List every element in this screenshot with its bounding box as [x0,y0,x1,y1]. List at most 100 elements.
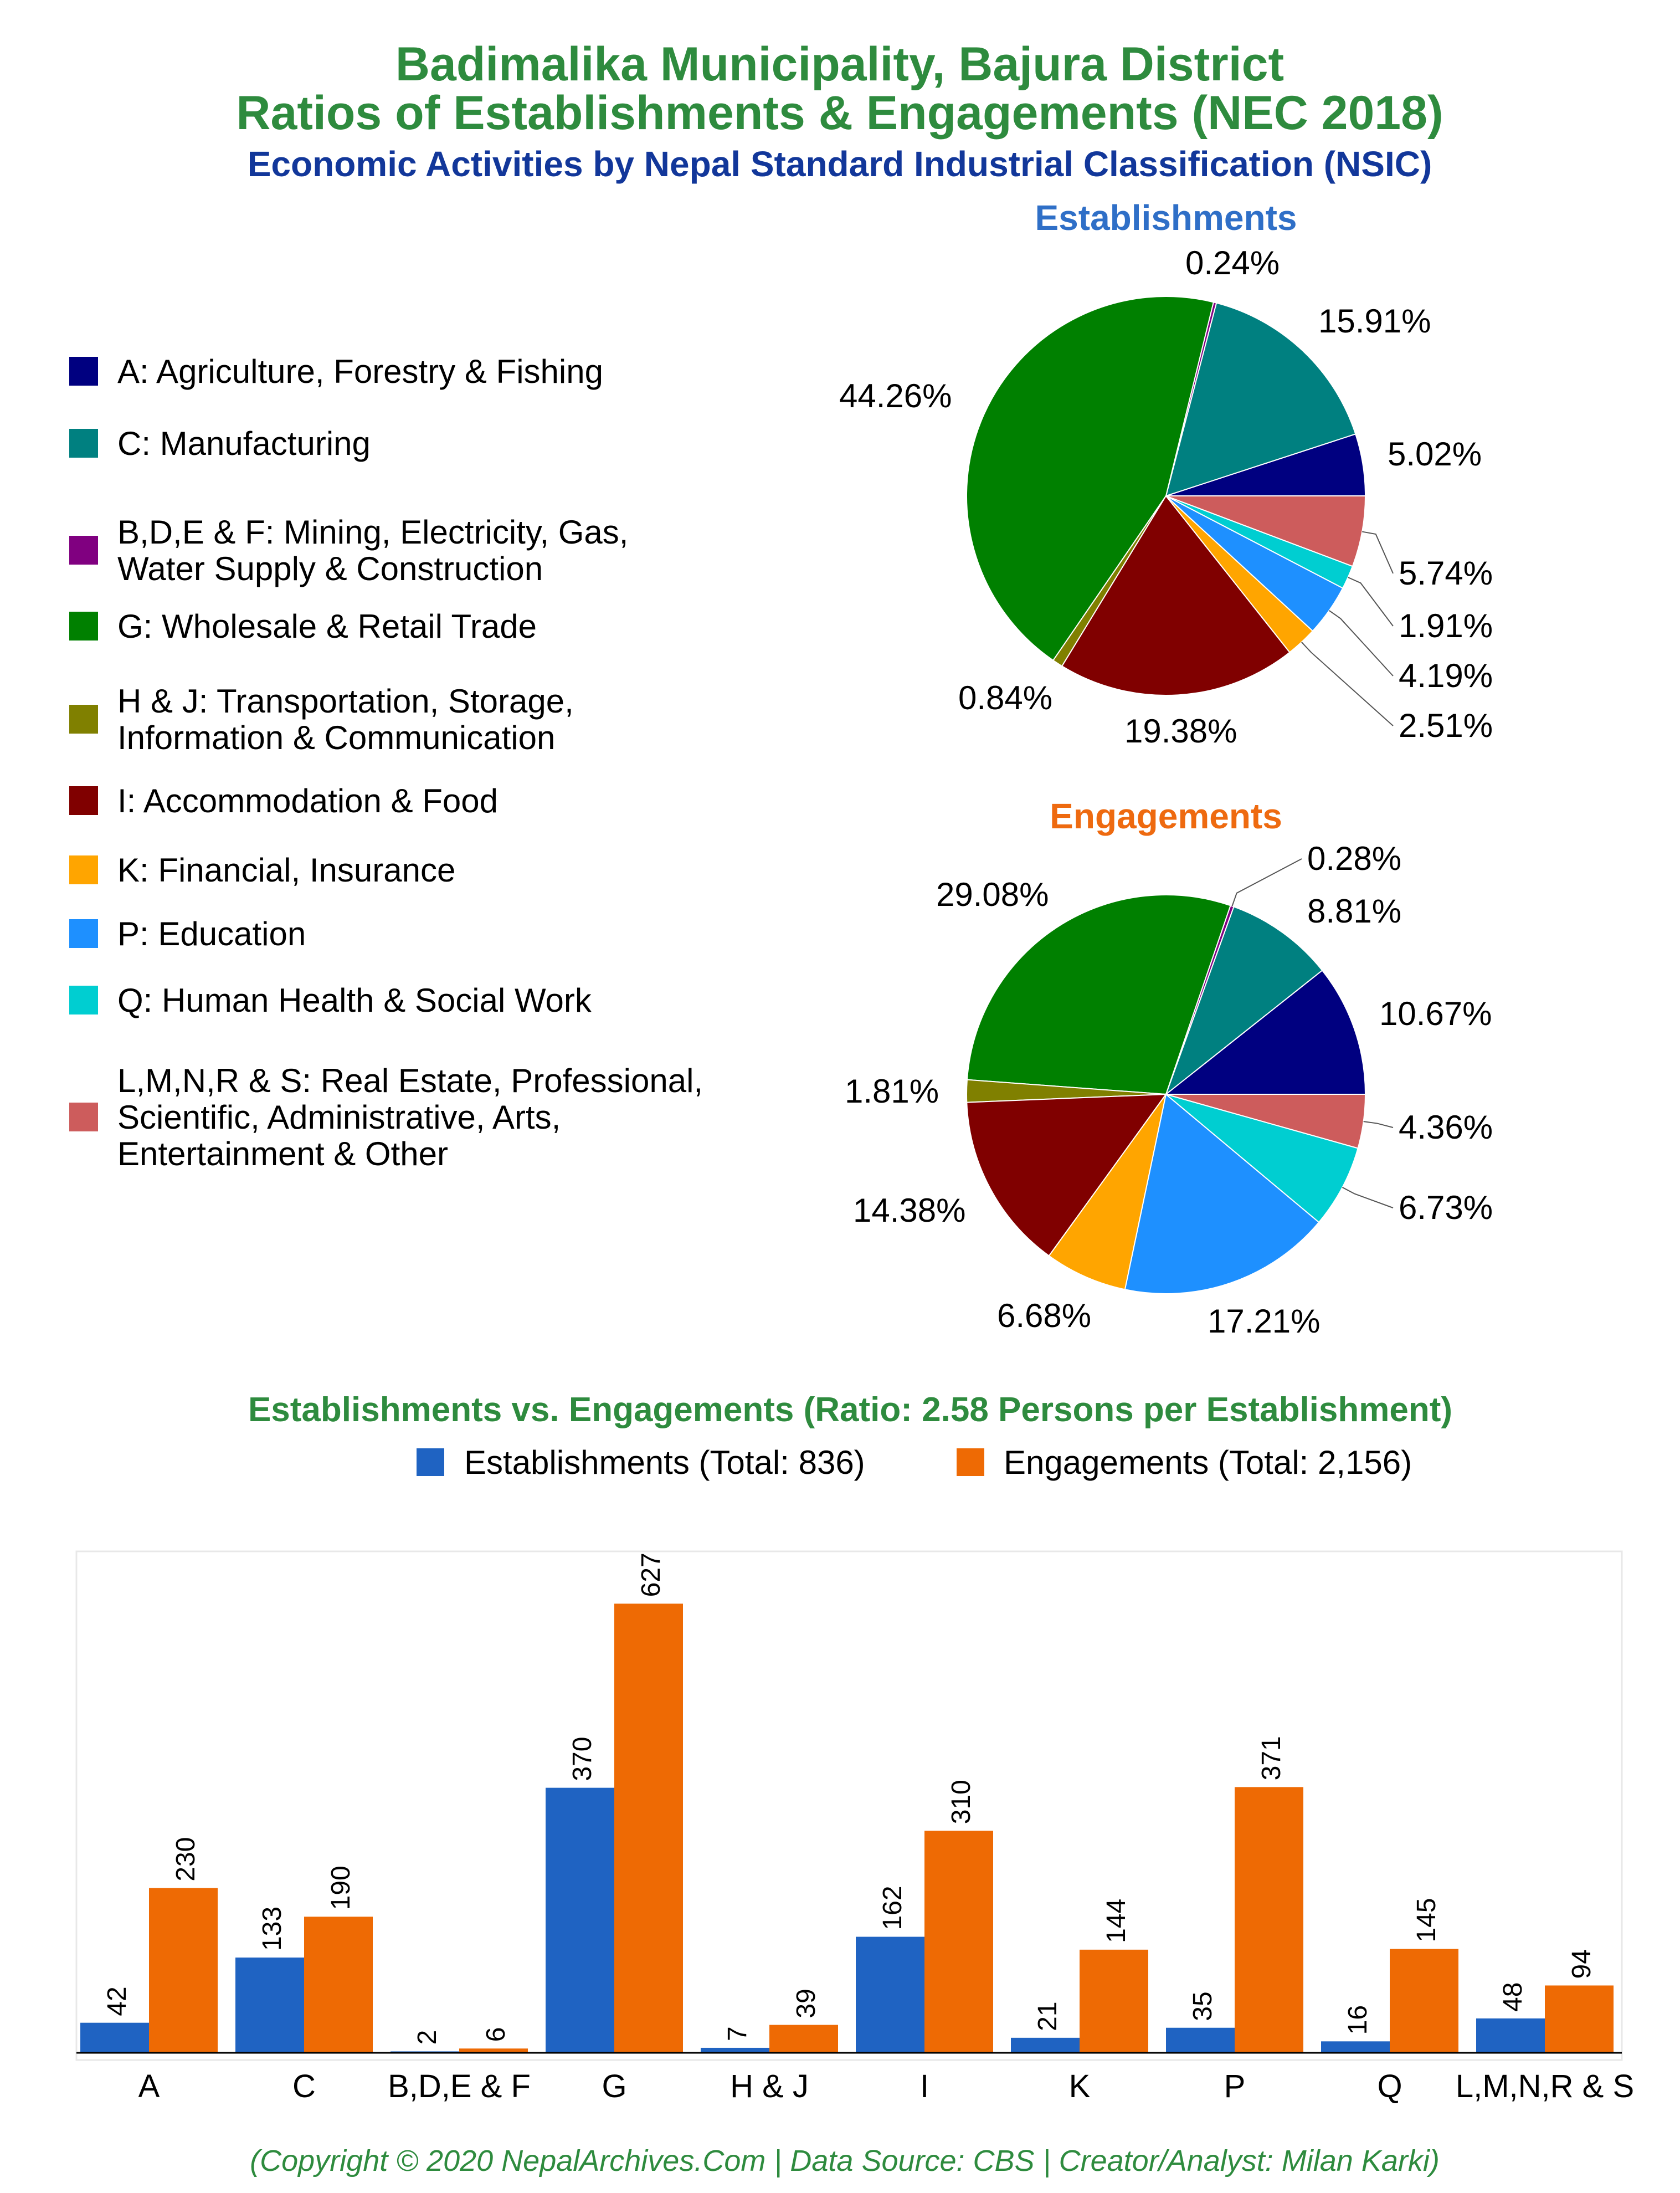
pie-label-b-d-e-f: 0.28% [1307,840,1401,877]
pie-label-k: 6.68% [997,1297,1091,1334]
bar-value-establishments-q: 16 [1343,2005,1373,2035]
pie-label-k: 2.51% [1399,707,1493,744]
legend-label-k: K: Financial, Insurance [117,852,455,889]
pie-leader-line-b-d-e-f [1231,858,1302,906]
x-tick-label-l-m-n-r-s: L,M,N,R & S [1456,2068,1634,2104]
pie-label-l-m-n-r-s: 5.74% [1399,555,1493,592]
legend-label-establishments: Establishments (Total: 836) [464,1444,865,1481]
bar-value-establishments-g: 370 [568,1737,597,1781]
pie-label-b-d-e-f: 0.24% [1185,244,1280,281]
pie-slice-l-m-n-r-s [1165,495,1366,567]
bar-establishments-l-m-n-r-s [1476,2018,1545,2053]
legend-swatch-engagements [957,1448,984,1476]
pie-leader-line-q [1348,577,1394,627]
page-title-line1: Badimalika Municipality, Bajura District [395,38,1284,91]
bar-value-establishments-p: 35 [1188,1991,1217,2021]
legend-swatch-a [69,357,98,386]
pie-slice-p [1124,1093,1320,1294]
pie-label-c: 15.91% [1318,303,1431,340]
legend-label-b-d-e-f: B,D,E & F: Mining, Electricity, Gas, Wate… [117,514,628,587]
pie-chart-engagements: 10.67% 8.81% 0.28% 29.08% 1.81% 14.38% 6.68% 17… [845,840,1493,1340]
x-tick-label-k: K [1069,2068,1091,2104]
legend-label-c: C: Manufacturing [117,425,371,462]
x-tick-label-h-j: H & J [730,2068,809,2104]
legend-swatch-q [69,986,98,1014]
x-tick-label-g: G [602,2068,626,2104]
bar-value-establishments-b-d-e-f: 2 [413,2030,442,2045]
legend-swatch-p [69,919,98,948]
bar-value-engagements-c: 190 [326,1866,356,1910]
pie-label-h-j: 0.84% [958,679,1052,716]
pie-leader-line-l-m-n-r-s [1363,1121,1394,1128]
category-legend: A: Agriculture, Forestry & Fishing C: Man… [69,353,703,1172]
pie-slice-a [1164,969,1366,1095]
bar-engagements-k [1080,1949,1148,2053]
legend-label-p: P: Education [117,915,306,952]
legend-label-h-j: H & J: Transportation, Storage, Informati… [117,683,574,756]
x-tick-label-a: A [138,2068,160,2104]
bar-engagements-a [149,1888,218,2053]
pie-chart-establishments: 5.02% 15.91% 0.24% 44.26% 0.84% 19.38% 2.51% 4.… [839,244,1493,750]
bar-chart-title: Establishments vs. Engagements (Ratio: 2… [248,1391,1452,1429]
bar-value-establishments-h-j: 7 [723,2026,752,2041]
pie-slice-k [1048,1094,1167,1290]
legend-swatch-b-d-e-f [69,536,98,565]
bar-establishments-c [235,1958,304,2053]
bar-establishments-k [1011,2037,1080,2053]
bar-value-establishments-k: 21 [1033,2001,1062,2031]
legend-swatch-c [69,429,98,458]
bar-value-establishments-i: 162 [878,1885,907,1930]
legend-swatch-l-m-n-r-s [69,1103,98,1131]
pie-label-i: 14.38% [853,1192,966,1229]
bar-value-engagements-a: 230 [171,1837,201,1882]
bar-engagements-h-j [769,2025,838,2053]
pie-slice-c [1165,302,1357,497]
bar-value-engagements-q: 145 [1412,1898,1441,1942]
x-tick-label-q: Q [1377,2068,1402,2104]
bar-legend: Establishments (Total: 836) Engagements … [417,1444,1412,1481]
pie-leader-line-q [1342,1187,1394,1208]
bar-value-engagements-b-d-e-f: 6 [481,2027,511,2042]
pie-slice-l-m-n-r-s [1165,1094,1366,1149]
copyright-footer: (Copyright © 2020 NepalArchives.Com | Da… [250,2144,1440,2177]
bar-value-engagements-g: 627 [636,1552,666,1597]
bar-establishments-h-j [701,2047,769,2053]
pie-label-c: 8.81% [1307,893,1401,930]
bar-engagements-p [1235,1787,1303,2053]
legend-swatch-h-j [69,705,98,734]
pie-label-q: 6.73% [1399,1189,1493,1226]
legend-label-l-m-n-r-s: L,M,N,R & S: Real Estate, Professional, S… [117,1062,703,1172]
legend-label-q: Q: Human Health & Social Work [117,982,592,1019]
legend-label-i: I: Accommodation & Food [117,782,498,819]
bar-plot-area [75,1550,1623,2061]
pie-label-p: 4.19% [1399,657,1493,694]
pie-slice-g [966,894,1231,1095]
pie-label-a: 10.67% [1379,995,1492,1032]
legend-swatch-g [69,612,98,641]
bar-engagements-b-d-e-f [459,2048,528,2053]
bar-value-establishments-l-m-n-r-s: 48 [1498,1982,1528,2012]
pie-label-a: 5.02% [1388,435,1482,473]
pie-leader-line-l-m-n-r-s [1362,531,1394,574]
pie-establishments-title: Establishments [1035,198,1297,238]
bar-value-engagements-i: 310 [947,1780,976,1824]
pie-slice-i [1061,495,1291,696]
legend-label-g: G: Wholesale & Retail Trade [117,608,537,645]
bar-value-establishments-a: 42 [102,1986,132,2016]
bar-chart: 42 230 A 133 190 C 2 6 B,D,E & F 370 627 G 7 39 H & J 1… [76,1552,1634,2104]
x-tick-label-b-d-e-f: B,D,E & F [388,2068,531,2104]
legend-label-a: A: Agriculture, Forestry & Fishing [117,353,603,390]
bar-establishments-q [1321,2041,1390,2053]
pie-leader-line-p [1329,610,1394,677]
pie-slice-g [966,296,1215,662]
x-tick-label-i: I [920,2068,929,2104]
pie-label-i: 19.38% [1124,713,1237,750]
legend-swatch-establishments [417,1448,444,1476]
bar-establishments-a [80,2022,149,2053]
x-tick-label-c: C [292,2068,316,2104]
page-subtitle: Economic Activities by Nepal Standard In… [248,144,1432,184]
bar-engagements-l-m-n-r-s [1545,1985,1614,2053]
pie-label-h-j: 1.81% [845,1073,939,1110]
bar-establishments-p [1166,2027,1235,2053]
legend-label-engagements: Engagements (Total: 2,156) [1004,1444,1412,1481]
